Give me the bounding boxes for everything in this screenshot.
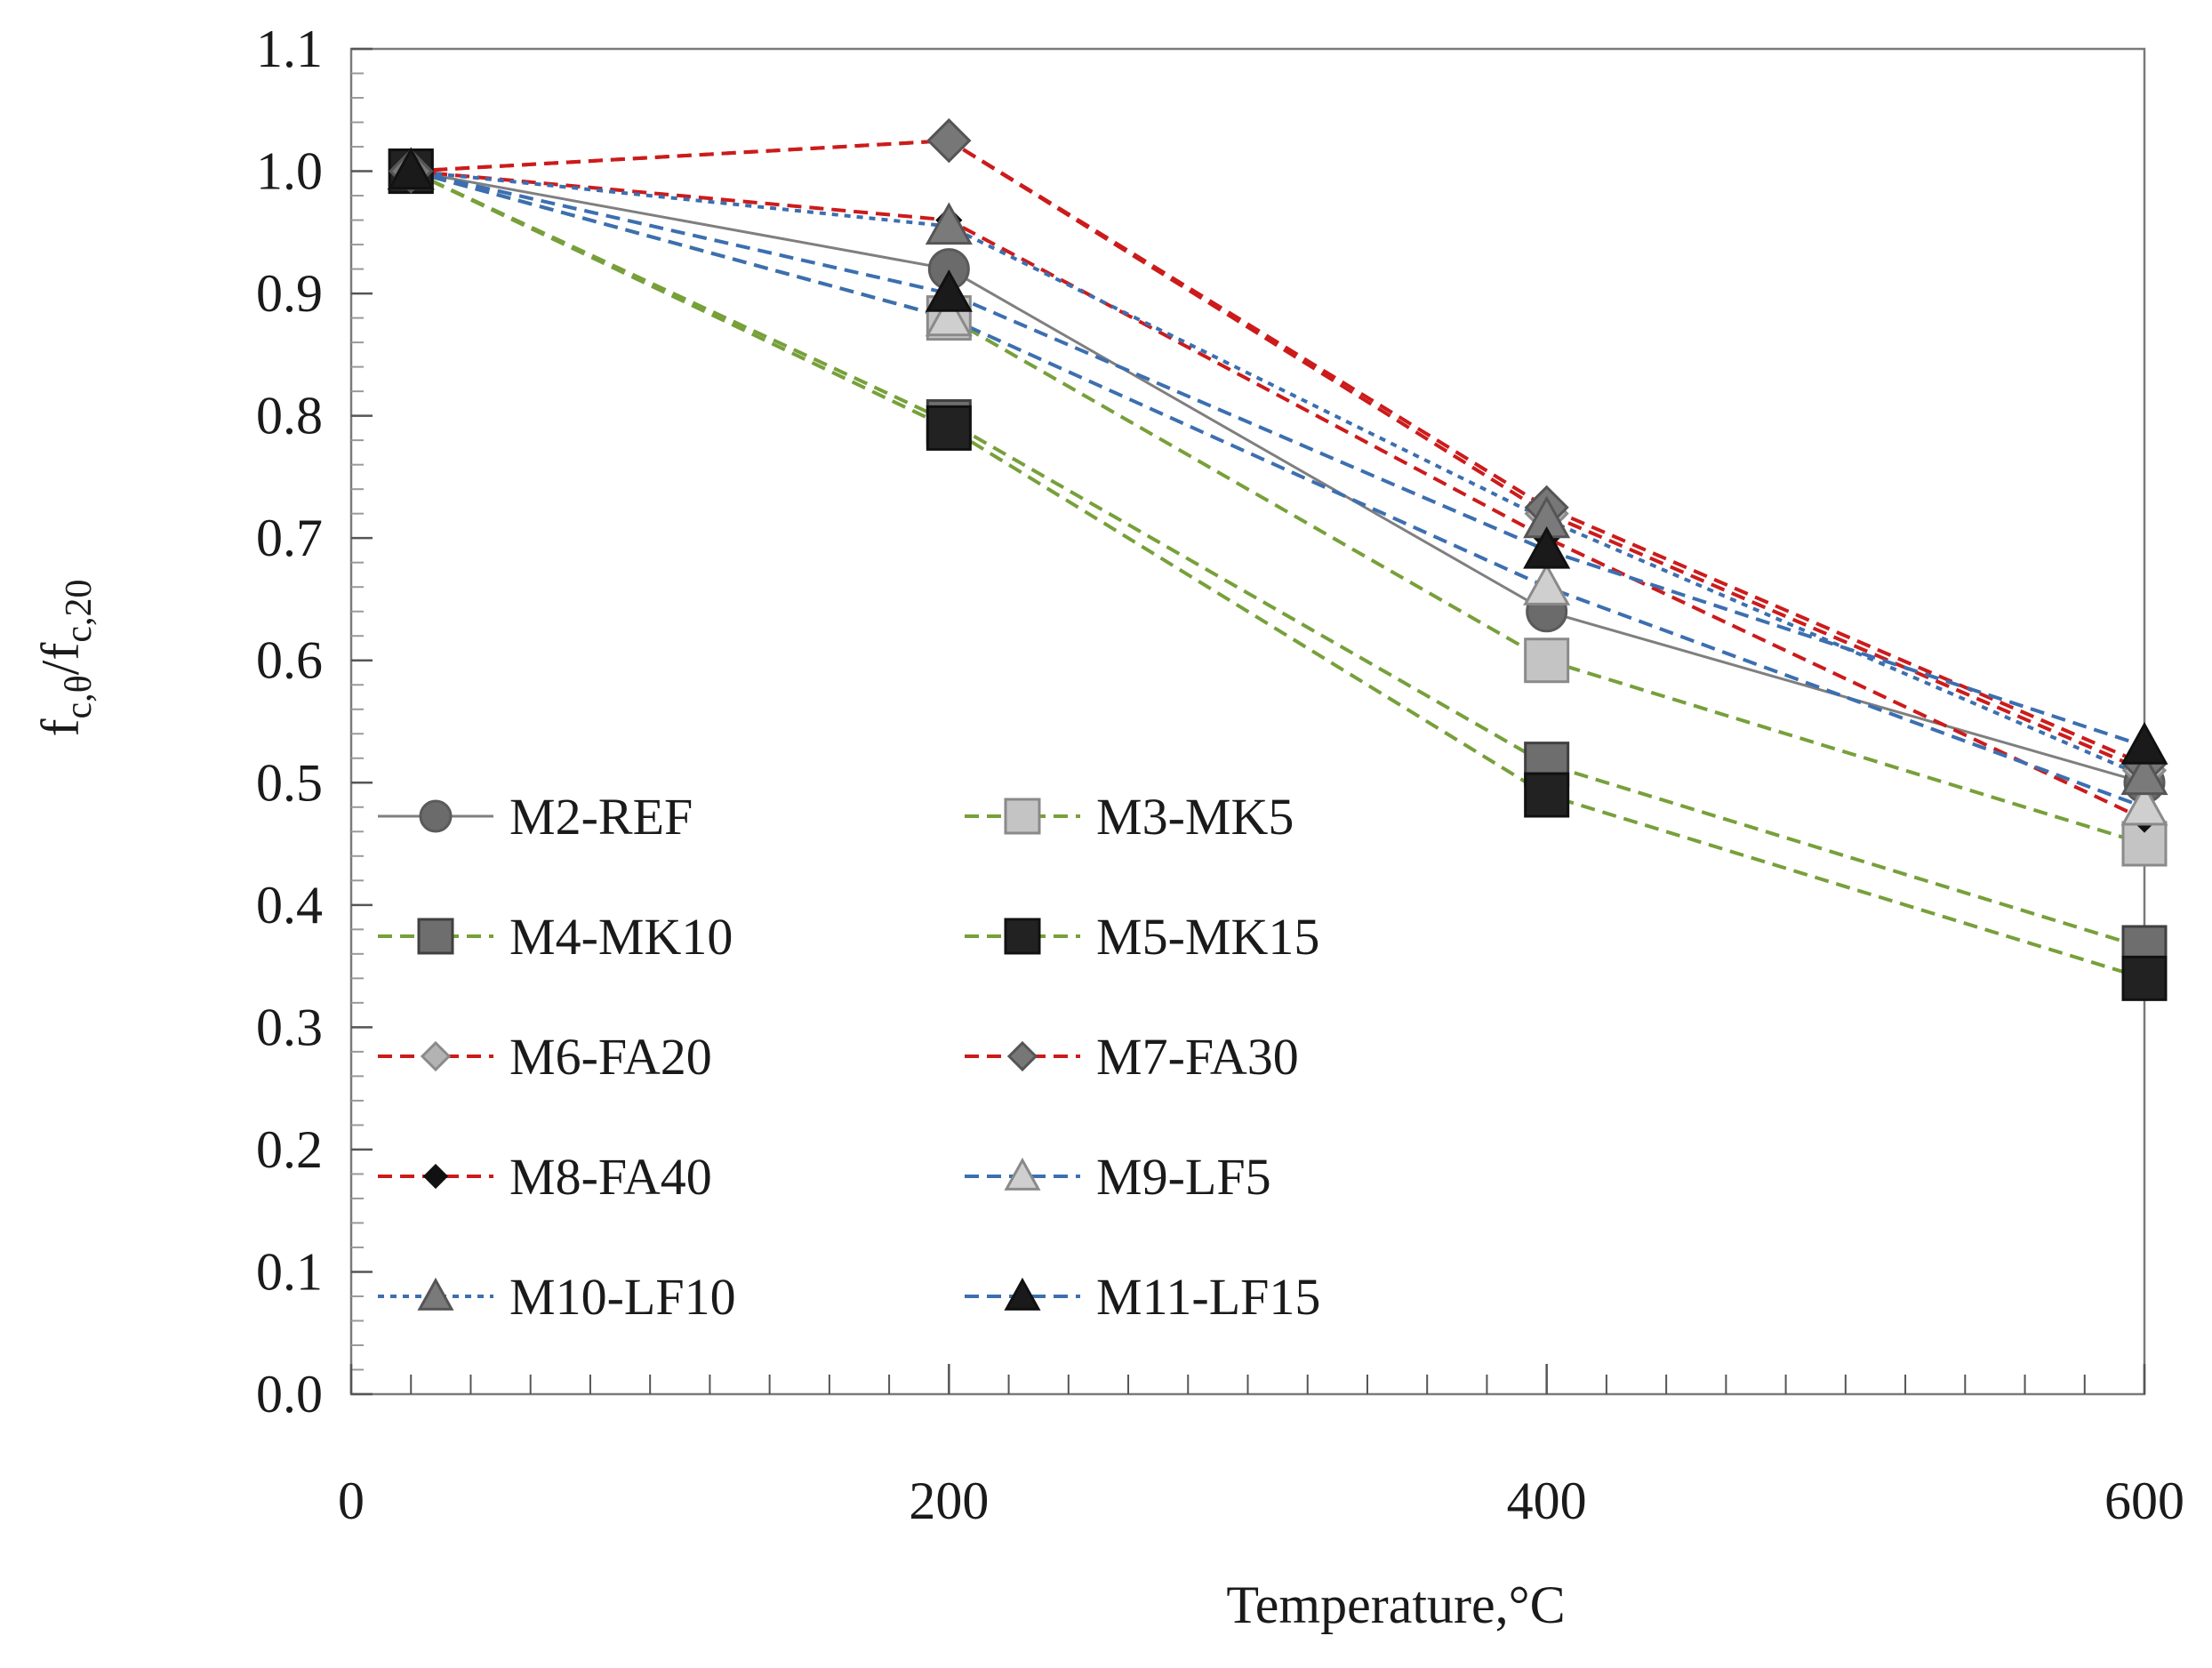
legend-marker-m8-fa40 — [422, 1163, 449, 1190]
data-point-m11-lf15 — [2120, 721, 2168, 765]
legend-label-m11-lf15: M11-LF15 — [1096, 1268, 1320, 1326]
data-point-m9-lf5 — [1523, 563, 1571, 605]
x-tick-label: 200 — [909, 1472, 989, 1530]
x-tick-label: 600 — [2104, 1472, 2184, 1530]
legend-label-m6-fa20: M6-FA20 — [509, 1028, 712, 1086]
series-line-m6-fa20 — [411, 139, 2145, 773]
y-tick-label: 0.0 — [256, 1365, 323, 1423]
axes-group: 0.0 0.1 0.2 0.3 0.4 0.5 0.6 0.7 0.8 0.9 1.0 1.1 0 200… — [256, 20, 2184, 1530]
y-tick-label: 0.3 — [256, 998, 323, 1056]
series-lines — [410, 139, 2145, 981]
y-label-sub2: c,20 — [59, 579, 100, 642]
x-tick-label: 400 — [1507, 1472, 1587, 1530]
y-tick-label: 0.5 — [256, 753, 323, 812]
series-line-m2-ref — [410, 170, 2145, 784]
series-line-m10-lf10 — [411, 169, 2145, 779]
data-point-m11-lf15 — [387, 147, 435, 190]
series-line-m8-fa40 — [411, 169, 2145, 822]
y-tick-label: 1.0 — [256, 142, 323, 201]
y-tick-label: 1.1 — [256, 20, 323, 78]
legend-label-m10-lf10: M10-LF10 — [509, 1268, 736, 1326]
data-point-m3-mk5 — [1524, 638, 1570, 684]
legend-label-m2-ref: M2-REF — [509, 788, 693, 846]
y-tick-label: 0.2 — [256, 1120, 323, 1179]
y-label-f2: f — [31, 643, 90, 661]
data-point-m10-lf10 — [925, 202, 973, 245]
legend-marker-m7-fa30 — [1006, 1040, 1038, 1072]
data-point-m9-lf5 — [925, 293, 973, 337]
series-line-m4-mk10 — [410, 169, 2145, 950]
series-line-m5-mk15 — [410, 169, 2145, 981]
data-point-m7-fa30 — [926, 118, 972, 164]
y-tick-label: 0.7 — [256, 509, 323, 567]
y-tick-label: 0.9 — [256, 264, 323, 323]
series-line-m7-fa30 — [411, 139, 2145, 766]
y-axis-label: fc,θ/fc,20 — [31, 579, 100, 736]
legend-marker-m10-lf10 — [417, 1277, 454, 1311]
x-axis-label: Temperature,°C — [1226, 1576, 1565, 1634]
data-point-m5-mk15 — [926, 405, 972, 451]
legend-marker-m3-mk5 — [1004, 798, 1041, 835]
data-point-m9-lf5 — [2120, 782, 2168, 826]
legend-label-m3-mk5: M3-MK5 — [1096, 788, 1294, 846]
legend: M2-REF M3-MK5 M4-MK10 M5-MK15 M6-FA20 M7-FA30… — [378, 788, 1320, 1326]
series-line-m3-mk5 — [410, 169, 2145, 846]
data-point-m5-mk15 — [1524, 772, 1570, 818]
legend-label-m7-fa30: M7-FA30 — [1096, 1028, 1299, 1086]
legend-marker-m6-fa20 — [420, 1040, 452, 1072]
data-point-m11-lf15 — [925, 269, 973, 312]
legend-label-m8-fa40: M8-FA40 — [509, 1148, 712, 1206]
legend-label-m4-mk10: M4-MK10 — [509, 908, 733, 966]
data-point-m11-lf15 — [1523, 525, 1571, 569]
legend-label-m9-lf5: M9-LF5 — [1096, 1148, 1271, 1206]
legend-marker-m2-ref — [419, 799, 453, 833]
data-point-m10-lf10 — [2120, 752, 2168, 796]
x-tick-label: 0 — [338, 1472, 365, 1530]
y-tick-label: 0.1 — [256, 1242, 323, 1301]
legend-marker-m5-mk15 — [1004, 918, 1041, 955]
legend-marker-m9-lf5 — [1004, 1157, 1041, 1191]
y-label-slash: / — [31, 660, 90, 675]
legend-marker-m4-mk10 — [417, 918, 454, 955]
series-line-m9-lf5 — [410, 169, 2145, 809]
y-tick-label: 0.6 — [256, 631, 323, 690]
y-label-sub1: c,θ — [59, 675, 100, 718]
series-line-m11-lf15 — [410, 169, 2145, 748]
legend-label-m5-mk15: M5-MK15 — [1096, 908, 1319, 966]
y-tick-label: 0.4 — [256, 876, 323, 934]
legend-marker-m11-lf15 — [1004, 1277, 1041, 1311]
y-label-f1: f — [31, 719, 90, 737]
data-point-m5-mk15 — [2121, 955, 2168, 1001]
series-markers — [387, 118, 2168, 1001]
y-tick-label: 0.8 — [256, 387, 323, 445]
